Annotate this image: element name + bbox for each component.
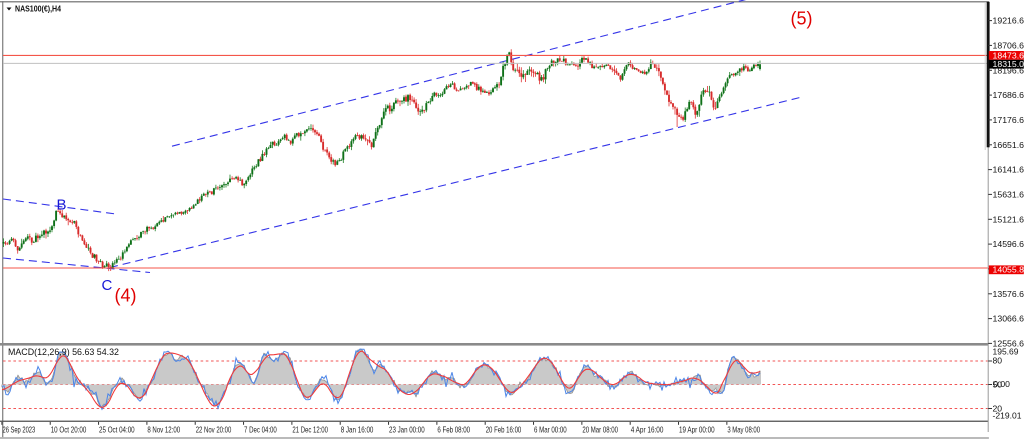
svg-text:18706.6: 18706.6: [993, 41, 1024, 51]
svg-text:3 May 08:00: 3 May 08:00: [727, 425, 760, 434]
svg-text:25 Oct 04:00: 25 Oct 04:00: [99, 425, 135, 434]
svg-text:80: 80: [993, 356, 1003, 366]
svg-text:22 Nov 20:00: 22 Nov 20:00: [196, 425, 232, 434]
svg-text:23 Jan 00:00: 23 Jan 00:00: [389, 425, 425, 434]
svg-text:15631.6: 15631.6: [993, 190, 1024, 200]
svg-text:8 Jan 16:00: 8 Jan 16:00: [341, 425, 374, 434]
svg-text:14596.6: 14596.6: [993, 239, 1024, 249]
svg-text:7 Dec 04:00: 7 Dec 04:00: [244, 425, 277, 434]
svg-text:0.00: 0.00: [993, 379, 1010, 389]
svg-text:15121.6: 15121.6: [993, 214, 1024, 224]
svg-text:(5): (5): [791, 9, 813, 29]
svg-text:19 Apr 00:00: 19 Apr 00:00: [679, 425, 715, 434]
svg-text:195.69: 195.69: [993, 347, 1019, 357]
svg-text:18315.0: 18315.0: [993, 59, 1024, 69]
svg-text:26 Sep 2023: 26 Sep 2023: [3, 425, 36, 434]
svg-text:14055.8: 14055.8: [993, 265, 1024, 275]
svg-text:19216.6: 19216.6: [993, 16, 1024, 26]
svg-text:17686.6: 17686.6: [993, 90, 1024, 100]
svg-text:18196.6: 18196.6: [993, 65, 1024, 75]
svg-text:MACD(12,26,9) 56.63 54.32: MACD(12,26,9) 56.63 54.32: [8, 347, 119, 357]
svg-text:(4): (4): [115, 286, 137, 306]
svg-text:20 Feb 16:00: 20 Feb 16:00: [486, 425, 522, 434]
svg-text:21 Dec 12:00: 21 Dec 12:00: [292, 425, 328, 434]
svg-text:C: C: [102, 277, 113, 294]
svg-text:10 Oct 20:00: 10 Oct 20:00: [51, 425, 87, 434]
svg-text:NAS100(€),H4: NAS100(€),H4: [15, 4, 61, 14]
svg-text:-219.01: -219.01: [993, 410, 1022, 420]
svg-text:13576.6: 13576.6: [993, 289, 1024, 299]
svg-text:13066.6: 13066.6: [993, 314, 1024, 324]
svg-text:20: 20: [993, 403, 1003, 413]
svg-text:16141.6: 16141.6: [993, 165, 1024, 175]
svg-text:20 Mar 08:00: 20 Mar 08:00: [582, 425, 618, 434]
svg-text:18473.6: 18473.6: [993, 50, 1024, 60]
svg-text:B: B: [57, 197, 67, 214]
svg-text:17176.6: 17176.6: [993, 115, 1024, 125]
svg-text:8 Nov 12:00: 8 Nov 12:00: [147, 425, 180, 434]
svg-text:12556.6: 12556.6: [993, 339, 1024, 349]
svg-text:6 Mar 00:00: 6 Mar 00:00: [534, 425, 567, 434]
svg-text:50: 50: [993, 380, 1003, 390]
svg-text:4 Apr 16:00: 4 Apr 16:00: [631, 425, 664, 434]
svg-text:6 Feb 08:00: 6 Feb 08:00: [437, 425, 470, 434]
svg-text:16651.6: 16651.6: [993, 140, 1024, 150]
